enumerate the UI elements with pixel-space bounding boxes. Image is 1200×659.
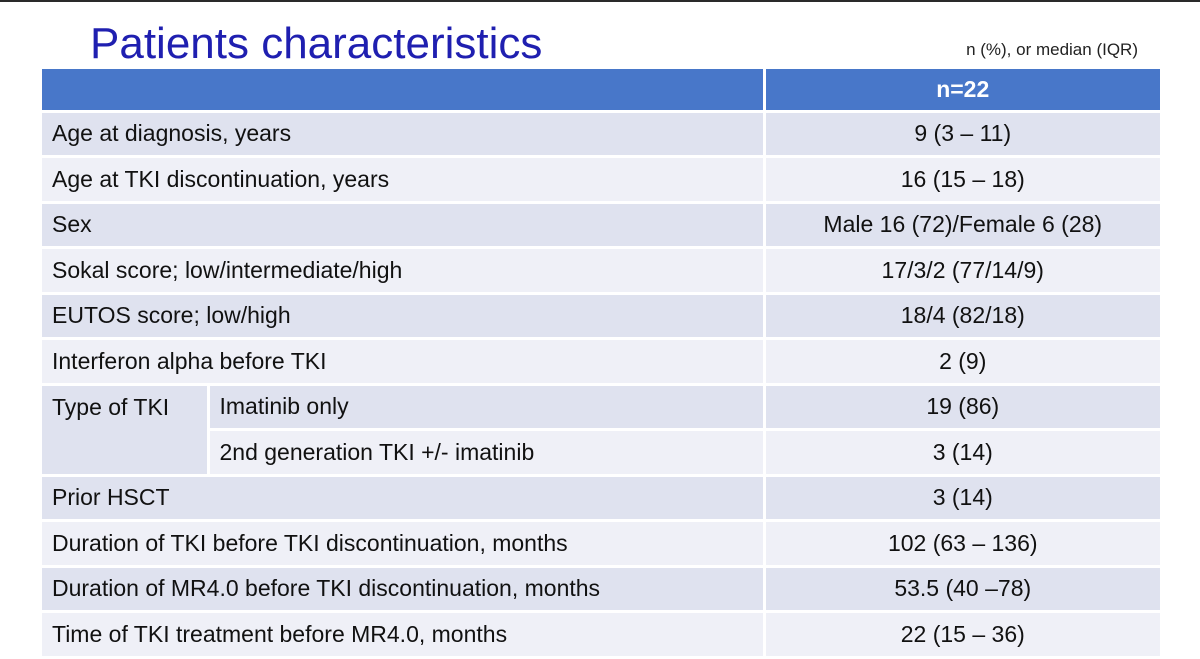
row-value: 3 (14) <box>762 429 1160 477</box>
row-value: 16 (15 – 18) <box>762 156 1160 204</box>
table-row: Interferon alpha before TKI 2 (9) <box>42 338 1160 386</box>
table-row: Time of TKI treatment before MR4.0, mont… <box>42 611 1160 659</box>
row-sublabel: 2nd generation TKI +/- imatinib <box>206 429 764 477</box>
table-row: Type of TKI Imatinib only 19 (86) <box>42 384 1160 477</box>
row-sublabel: Imatinib only <box>206 384 764 431</box>
row-label: Duration of MR4.0 before TKI discontinua… <box>42 566 764 613</box>
row-label: Age at diagnosis, years <box>42 111 764 158</box>
table-row: Age at diagnosis, years 9 (3 – 11) <box>42 111 1160 158</box>
row-label: Time of TKI treatment before MR4.0, mont… <box>42 611 764 659</box>
row-value: Male 16 (72)/Female 6 (28) <box>762 202 1160 249</box>
row-value: 102 (63 – 136) <box>762 520 1160 568</box>
row-label: Sex <box>42 202 764 249</box>
slide-title: Patients characteristics <box>90 19 543 68</box>
table-row: 2nd generation TKI +/- imatinib 3 (14) <box>42 429 1160 477</box>
row-value: 17/3/2 (77/14/9) <box>762 247 1160 295</box>
row-label: Sokal score; low/intermediate/high <box>42 247 764 295</box>
units-note: n (%), or median (IQR) <box>966 40 1138 59</box>
table-row: Duration of TKI before TKI discontinuati… <box>42 520 1160 568</box>
table-row: Duration of MR4.0 before TKI discontinua… <box>42 566 1160 613</box>
row-value: 18/4 (82/18) <box>762 293 1160 340</box>
table-row: Prior HSCT 3 (14) <box>42 475 1160 522</box>
row-value: 53.5 (40 –78) <box>762 566 1160 613</box>
table-row: Age at TKI discontinuation, years 16 (15… <box>42 156 1160 204</box>
row-label: Prior HSCT <box>42 475 764 522</box>
table-row: Sokal score; low/intermediate/high 17/3/… <box>42 247 1160 295</box>
row-value: 2 (9) <box>762 338 1160 386</box>
row-label: Duration of TKI before TKI discontinuati… <box>42 520 764 568</box>
row-label-type-of-tki: Type of TKI <box>42 384 208 477</box>
header-n-cell: n=22 <box>762 69 1160 113</box>
row-value: 3 (14) <box>762 475 1160 522</box>
row-value: 9 (3 – 11) <box>762 111 1160 158</box>
row-label: Interferon alpha before TKI <box>42 338 764 386</box>
row-label: Age at TKI discontinuation, years <box>42 156 764 204</box>
header-label-cell <box>42 69 764 113</box>
row-label: EUTOS score; low/high <box>42 293 764 340</box>
table-row: Sex Male 16 (72)/Female 6 (28) <box>42 202 1160 249</box>
characteristics-table: n=22 Age at diagnosis, years 9 (3 – 11) … <box>42 69 1160 659</box>
table-header-row: n=22 <box>42 69 1160 113</box>
row-value: 19 (86) <box>762 384 1160 431</box>
row-value: 22 (15 – 36) <box>762 611 1160 659</box>
table-row: EUTOS score; low/high 18/4 (82/18) <box>42 293 1160 340</box>
